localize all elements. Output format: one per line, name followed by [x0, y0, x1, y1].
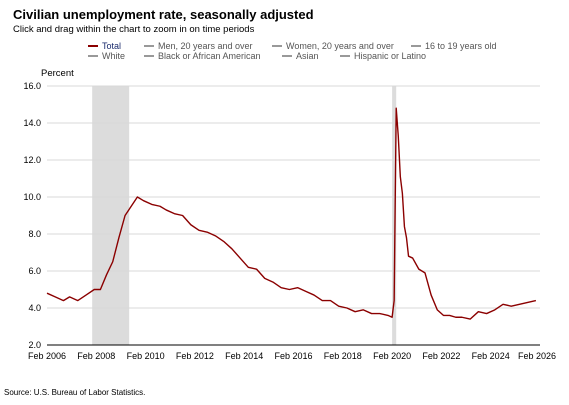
legend-item-men-20-over[interactable]: Men, 20 years and over: [144, 41, 253, 51]
legend-label: 16 to 19 years old: [425, 41, 497, 51]
source-note: Source: U.S. Bureau of Labor Statistics.: [4, 388, 146, 397]
legend-swatch: [88, 55, 98, 57]
x-tick-label: Feb 2026: [518, 351, 556, 361]
y-tick-label: 10.0: [23, 192, 41, 202]
legend-item-total[interactable]: Total: [88, 41, 121, 51]
legend-swatch: [282, 55, 292, 57]
legend-label: Hispanic or Latino: [354, 51, 427, 61]
legend-swatch: [272, 45, 282, 47]
y-tick-labels: 2.0 4.0 6.0 8.0 10.0 12.0 14.0 16.0: [23, 81, 41, 350]
x-tick-label: Feb 2006: [28, 351, 66, 361]
legend-label: Women, 20 years and over: [286, 41, 394, 51]
legend-swatch: [144, 55, 154, 57]
recession-band: [92, 86, 130, 345]
legend-label: Black or African American: [158, 51, 261, 61]
x-tick-label: Feb 2014: [225, 351, 263, 361]
chart-subtitle: Click and drag within the chart to zoom …: [13, 24, 255, 35]
legend-label: White: [102, 51, 126, 61]
x-tick-label: Feb 2024: [472, 351, 510, 361]
y-tick-label: 12.0: [23, 155, 41, 165]
x-tick-label: Feb 2016: [274, 351, 312, 361]
y-tick-label: 14.0: [23, 118, 41, 128]
y-tick-label: 8.0: [28, 229, 41, 239]
legend-swatch: [88, 45, 98, 47]
legend-swatch: [340, 55, 350, 57]
legend-item-white[interactable]: White: [88, 51, 125, 61]
legend-item-black[interactable]: Black or African American: [144, 51, 261, 61]
series-lines: [46, 107, 537, 320]
legend-swatch: [411, 45, 421, 47]
recession-band: [392, 86, 397, 345]
legend-item-16-to-19[interactable]: 16 to 19 years old: [411, 41, 497, 51]
y-axis-title: Percent: [41, 68, 74, 79]
x-tick-labels: Feb 2006 Feb 2008 Feb 2010 Feb 2012 Feb 2014…: [28, 351, 556, 361]
legend-item-hispanic[interactable]: Hispanic or Latino: [340, 51, 426, 61]
legend-label: Total: [102, 41, 122, 51]
legend-swatch: [144, 45, 154, 47]
chart-title: Civilian unemployment rate, seasonally a…: [13, 7, 314, 22]
y-tick-label: 4.0: [28, 303, 41, 313]
x-tick-label: Feb 2010: [127, 351, 165, 361]
y-tick-label: 2.0: [28, 340, 41, 350]
x-tick-label: Feb 2012: [176, 351, 214, 361]
x-tick-label: Feb 2018: [324, 351, 362, 361]
recession-bands: [92, 86, 397, 345]
x-tick-label: Feb 2020: [373, 351, 411, 361]
legend-label: Men, 20 years and over: [158, 41, 253, 51]
x-tick-label: Feb 2022: [422, 351, 460, 361]
legend-label: Asian: [296, 51, 319, 61]
y-tick-label: 6.0: [28, 266, 41, 276]
y-tick-label: 16.0: [23, 81, 41, 91]
series-line-total[interactable]: [46, 107, 537, 320]
x-tick-label: Feb 2008: [77, 351, 115, 361]
legend-item-women-20-over[interactable]: Women, 20 years and over: [272, 41, 394, 51]
gridlines: [47, 85, 540, 346]
legend-item-asian[interactable]: Asian: [282, 51, 319, 61]
